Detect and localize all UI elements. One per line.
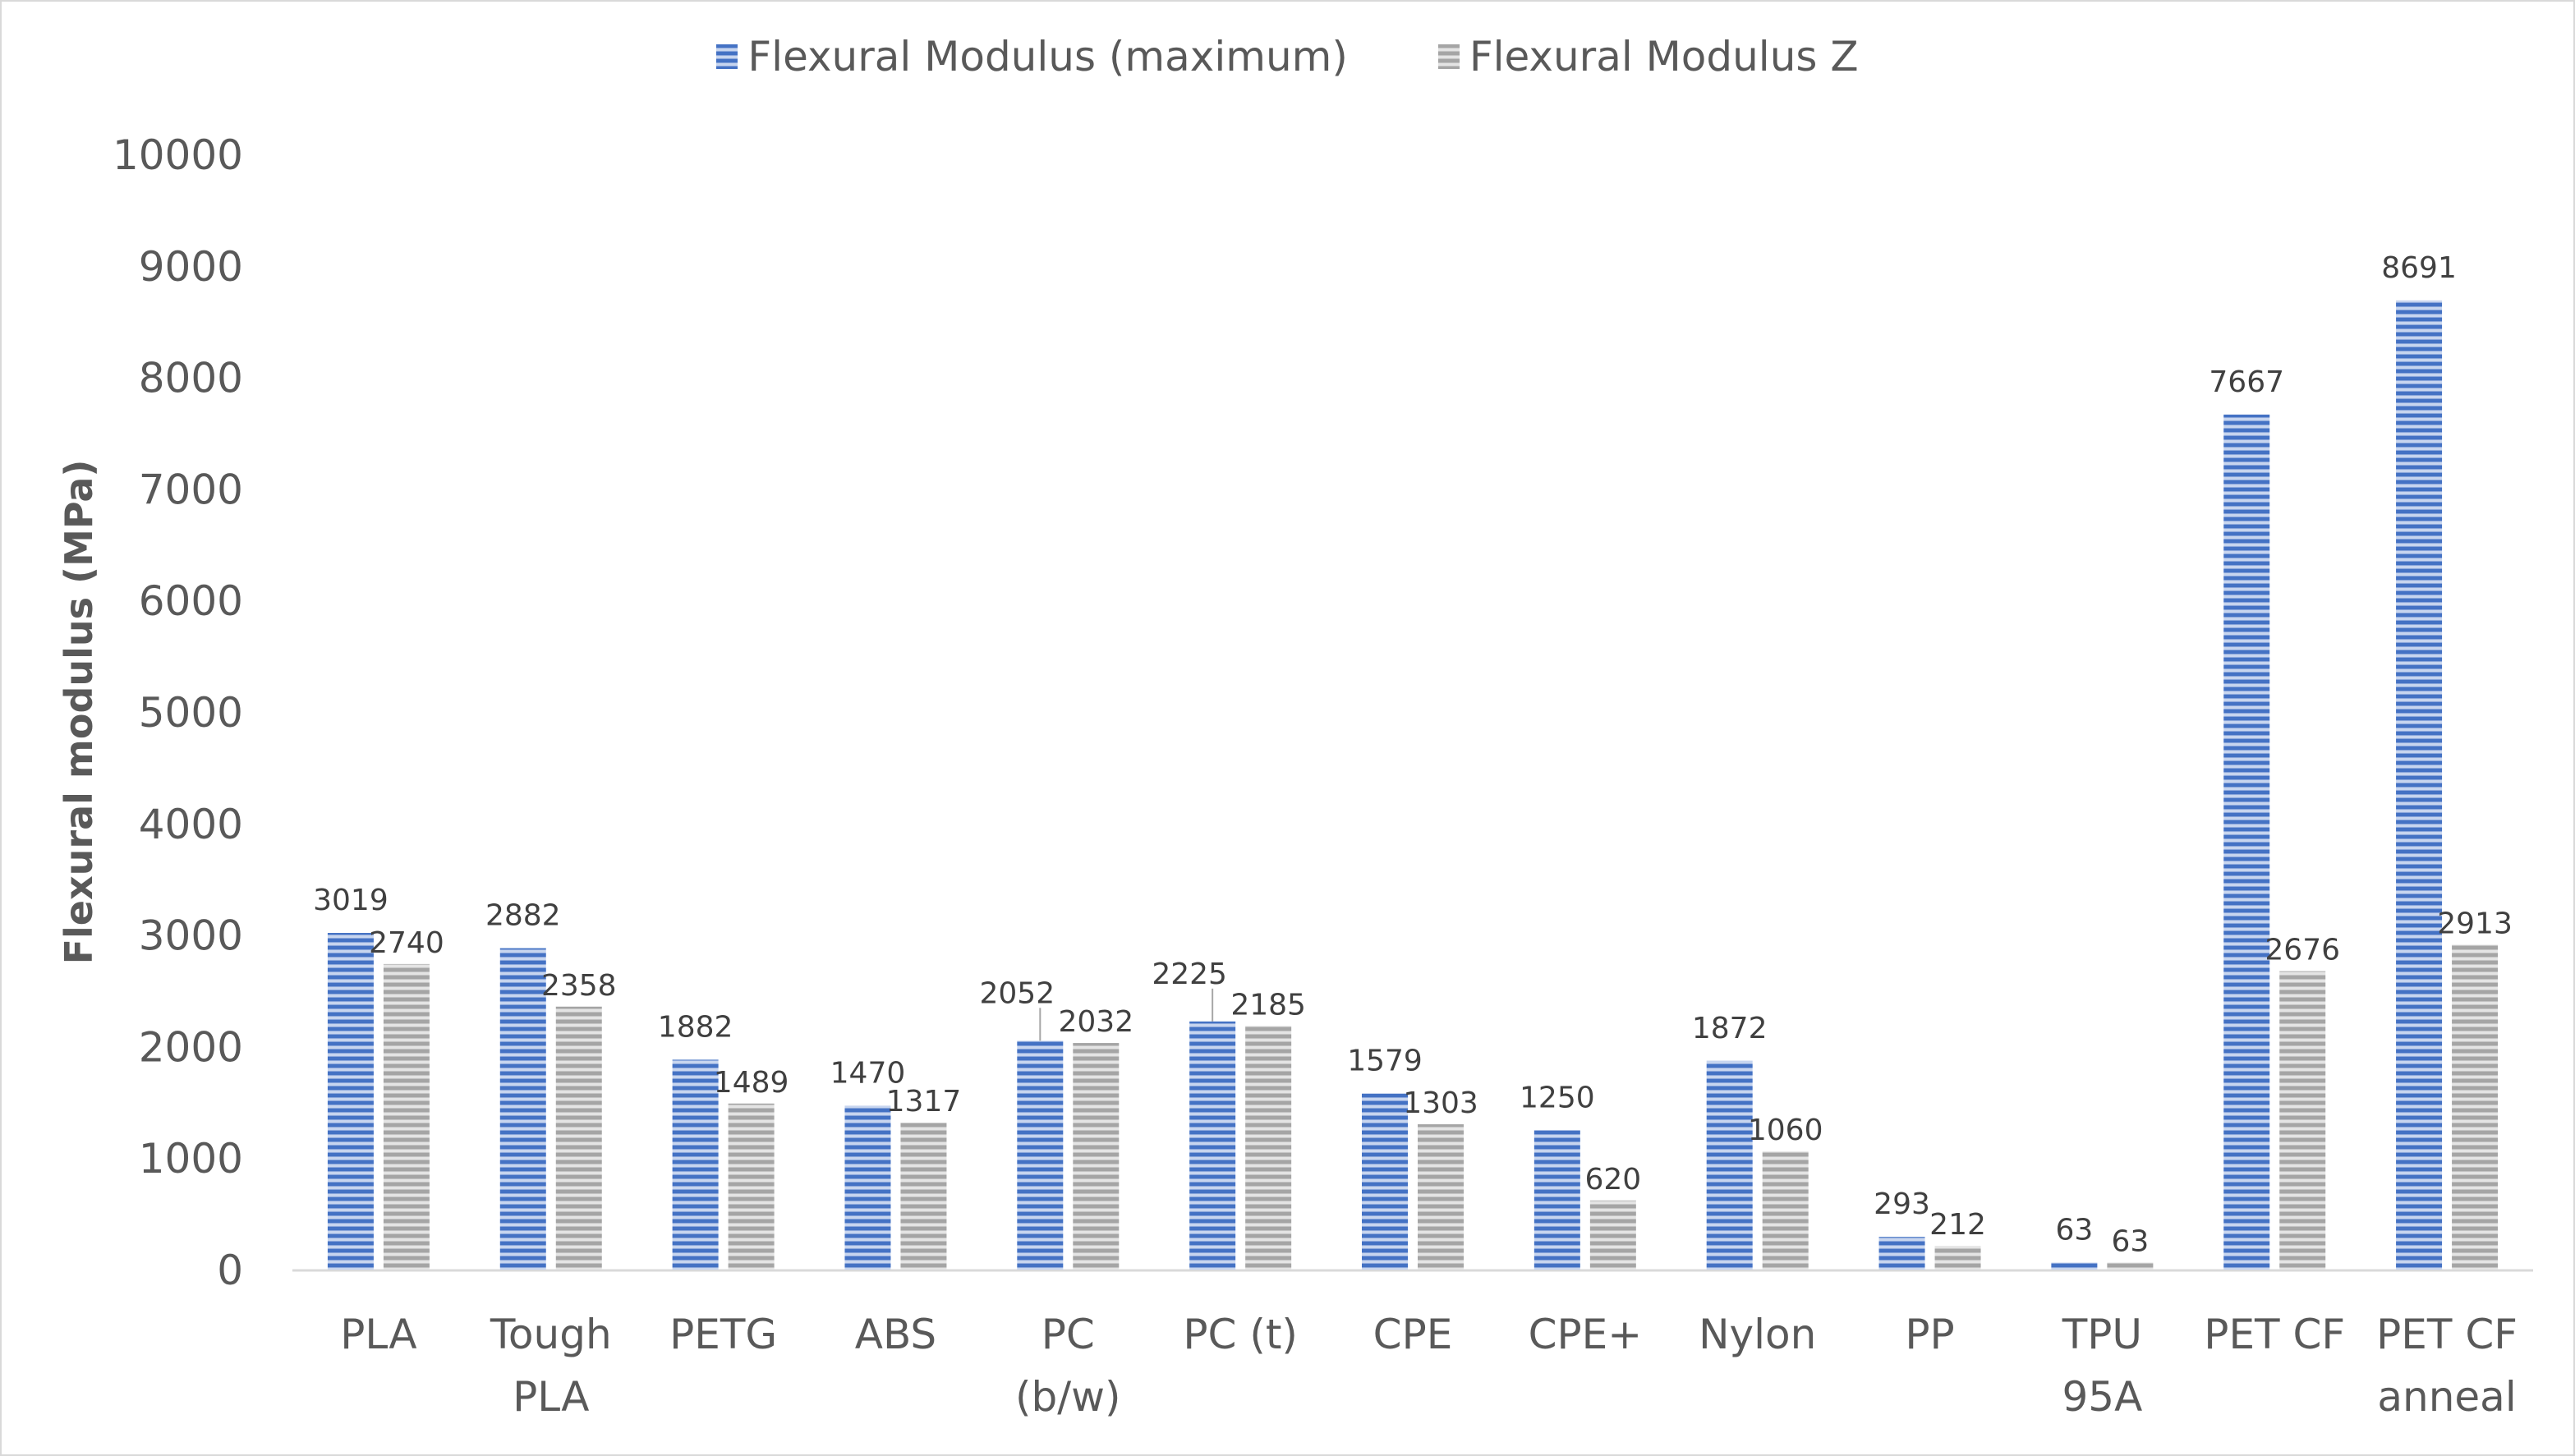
legend-item-max: Flexural Modulus (maximum) [716, 33, 1348, 80]
legend-item-z: Flexural Modulus Z [1437, 33, 1859, 80]
legend-label-max: Flexural Modulus (maximum) [747, 33, 1348, 80]
legend: Flexural Modulus (maximum) Flexural Modu… [0, 33, 2575, 80]
legend-swatch-z [1437, 44, 1460, 69]
legend-label-z: Flexural Modulus Z [1469, 33, 1859, 80]
legend-swatch-max [716, 44, 738, 69]
